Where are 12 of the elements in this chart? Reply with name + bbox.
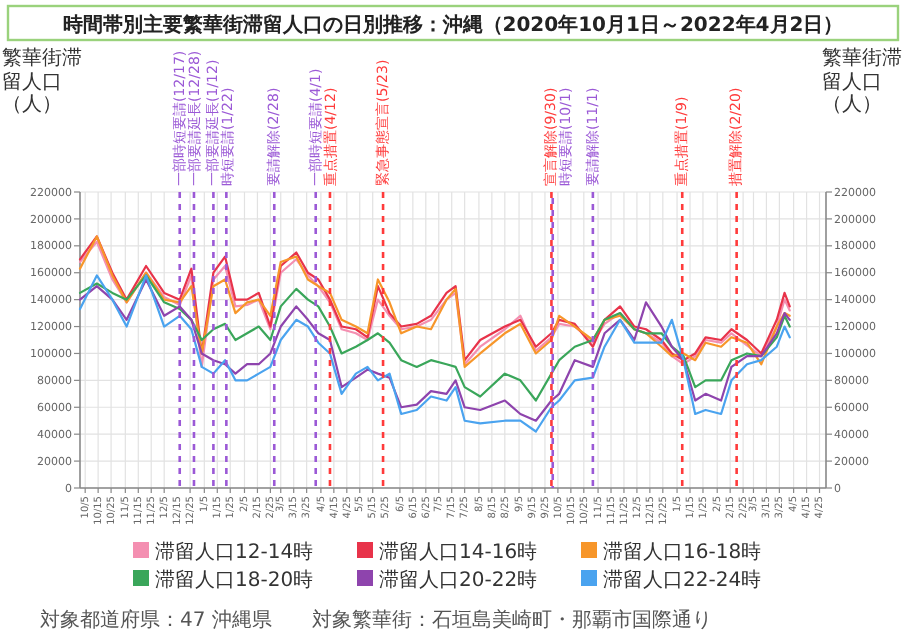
chart-title: 時間帯別主要繁華街滞留人口の日別推移：沖縄（2020年10月1日～2022年4月2日）: [62, 13, 844, 37]
y-axis-title: 繁華街滞留人口（人）: [2, 48, 84, 117]
y2-axis-title: 繁華街滞留人口（人）: [822, 48, 904, 117]
legend-label: 滞留人口14-16時: [379, 540, 538, 564]
legend-label: 滞留人口16-18時: [603, 540, 762, 564]
legend-label: 滞留人口18-20時: [155, 568, 314, 592]
legend-label: 滞留人口12-14時: [155, 540, 314, 564]
legend-label: 滞留人口22-24時: [603, 568, 762, 592]
text: 対象繁華街：石垣島美崎町・那覇市国際通り: [311, 608, 712, 632]
line-series: [78, 274, 791, 402]
text: 対象都道府県：47 沖縄県: [40, 608, 272, 632]
legend-label: 滞留人口20-22時: [379, 568, 538, 592]
